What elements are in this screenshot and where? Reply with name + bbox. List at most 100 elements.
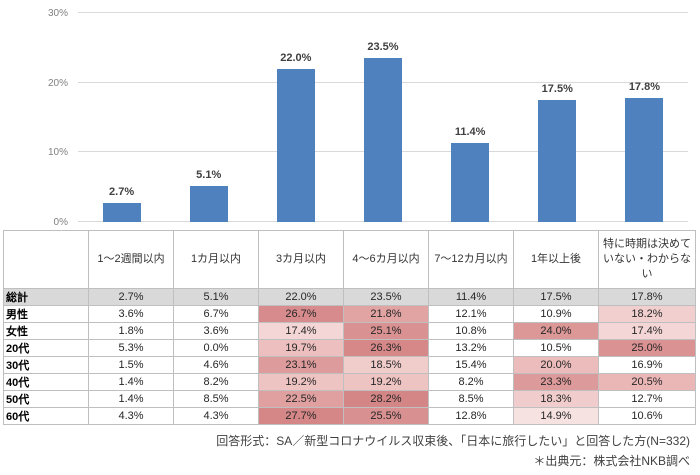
data-cell: 13.2% [428, 339, 514, 357]
data-cell: 10.8% [428, 322, 514, 340]
data-cell: 5.3% [88, 339, 174, 357]
data-table: 1～2週間以内 1カ月以内 3カ月以内 4～6カ月以内 7～12カ月以内 1年以上後 特に時… [3, 230, 696, 425]
table-header-cell: 3カ月以内 [258, 230, 344, 289]
data-cell: 6.7% [173, 305, 259, 323]
data-cell: 3.6% [88, 305, 174, 323]
data-cell: 19.2% [343, 373, 429, 391]
data-cell: 1.4% [88, 390, 174, 408]
data-cell: 26.3% [343, 339, 429, 357]
data-cell: 12.7% [598, 390, 696, 408]
y-axis-tick-label: 20% [47, 77, 68, 89]
data-cell: 1.4% [88, 373, 174, 391]
row-label-cell: 40代 [3, 373, 89, 391]
data-cell: 11.4% [428, 288, 514, 306]
data-cell: 17.5% [513, 288, 599, 306]
y-axis: 0% 10% 20% 30% [0, 8, 68, 228]
bar-slot: 17.5% [514, 13, 601, 222]
data-cell: 4.3% [88, 407, 174, 425]
data-cell: 20.5% [598, 373, 696, 391]
data-cell: 3.6% [173, 322, 259, 340]
table-header-row: 1～2週間以内 1カ月以内 3カ月以内 4～6カ月以内 7～12カ月以内 1年以上後 特に時… [3, 230, 696, 289]
row-label-cell: 20代 [3, 339, 89, 357]
data-cell: 8.2% [428, 373, 514, 391]
table-row: 女性 1.8% 3.6% 17.4% 25.1% 10.8% 24.0% 17.4% [3, 322, 696, 340]
data-cell: 18.3% [513, 390, 599, 408]
table-header-cell: 1カ月以内 [173, 230, 259, 289]
data-cell: 26.7% [258, 305, 344, 323]
bar-value-label: 22.0% [280, 51, 312, 64]
data-cell: 18.5% [343, 356, 429, 374]
data-cell: 14.9% [513, 407, 599, 425]
bar-slot: 2.7% [78, 13, 165, 222]
data-cell: 12.8% [428, 407, 514, 425]
data-cell: 20.0% [513, 356, 599, 374]
bar [276, 68, 315, 222]
bar-value-label: 17.5% [541, 83, 573, 96]
bar-slot: 22.0% [252, 13, 339, 222]
table-row: 20代 5.3% 0.0% 19.7% 26.3% 13.2% 10.5% 25.0% [3, 339, 696, 357]
row-label-cell: 女性 [3, 322, 89, 340]
data-cell: 12.1% [428, 305, 514, 323]
bar-slot: 5.1% [165, 13, 252, 222]
row-label-cell: 男性 [3, 305, 89, 323]
row-label-cell: 50代 [3, 390, 89, 408]
table-row: 60代 4.3% 4.3% 27.7% 25.5% 12.8% 14.9% 10.6% [3, 407, 696, 425]
data-cell: 17.4% [258, 322, 344, 340]
bar [451, 142, 490, 222]
footnote-response-format: 回答形式：SA／新型コロナウイルス収束後、「日本に旅行したい」と回答した方(N=… [216, 434, 690, 448]
data-cell: 22.0% [258, 288, 344, 306]
footnotes: 回答形式：SA／新型コロナウイルス収束後、「日本に旅行したい」と回答した方(N=… [0, 425, 700, 472]
data-cell: 22.5% [258, 390, 344, 408]
bar-value-label: 11.4% [454, 125, 486, 138]
table-row: 総計 2.7% 5.1% 22.0% 23.5% 11.4% 17.5% 17.8% [3, 288, 696, 306]
bar [538, 100, 577, 222]
row-label-cell: 総計 [3, 288, 89, 306]
bar [189, 186, 228, 222]
data-cell: 19.7% [258, 339, 344, 357]
data-cell: 24.0% [513, 322, 599, 340]
data-cell: 8.2% [173, 373, 259, 391]
data-cell: 4.6% [173, 356, 259, 374]
y-axis-tick-label: 30% [47, 8, 68, 19]
data-cell: 18.2% [598, 305, 696, 323]
bar-slot: 17.8% [601, 13, 688, 222]
data-cell: 27.7% [258, 407, 344, 425]
data-cell: 28.2% [343, 390, 429, 408]
data-cell: 5.1% [173, 288, 259, 306]
data-cell: 4.3% [173, 407, 259, 425]
table-header-cell: 4～6カ月以内 [343, 230, 429, 289]
table-row: 30代 1.5% 4.6% 23.1% 18.5% 15.4% 20.0% 16.9% [3, 356, 696, 374]
bar-value-label: 2.7% [109, 186, 135, 199]
bar-slot: 11.4% [427, 13, 514, 222]
data-cell: 21.8% [343, 305, 429, 323]
bar-value-label: 5.1% [196, 169, 222, 182]
data-cell: 16.9% [598, 356, 696, 374]
data-cell: 0.0% [173, 339, 259, 357]
bar [363, 58, 402, 222]
data-cell: 19.2% [258, 373, 344, 391]
table-header-cell: 1～2週間以内 [88, 230, 174, 289]
data-cell: 23.1% [258, 356, 344, 374]
bar [102, 203, 141, 222]
table-header-cell: 1年以上後 [513, 230, 599, 289]
data-cell: 1.5% [88, 356, 174, 374]
plot-area: 2.7% 5.1% 22.0% 23.5% 11.4% 17.5% 17.8% [78, 12, 688, 222]
data-cell: 17.4% [598, 322, 696, 340]
data-cell: 15.4% [428, 356, 514, 374]
bar-slot: 23.5% [339, 13, 426, 222]
row-label-cell: 60代 [3, 407, 89, 425]
y-axis-tick-label: 10% [47, 147, 68, 159]
row-label-cell: 30代 [3, 356, 89, 374]
data-cell: 10.9% [513, 305, 599, 323]
data-cell: 25.5% [343, 407, 429, 425]
gridline [78, 12, 688, 13]
footnote-source: ＊出典元：株式会社NKB調べ [533, 453, 690, 468]
bar-value-label: 17.8% [628, 81, 661, 93]
bar-value-label: 23.5% [367, 41, 399, 54]
data-cell: 10.6% [598, 407, 696, 425]
data-cell: 1.8% [88, 322, 174, 340]
table-row: 40代 1.4% 8.2% 19.2% 19.2% 8.2% 23.3% 20.5% [3, 373, 696, 391]
table-header-cell: 7～12カ月以内 [428, 230, 514, 289]
data-cell: 23.3% [513, 373, 599, 391]
data-cell: 8.5% [428, 390, 514, 408]
